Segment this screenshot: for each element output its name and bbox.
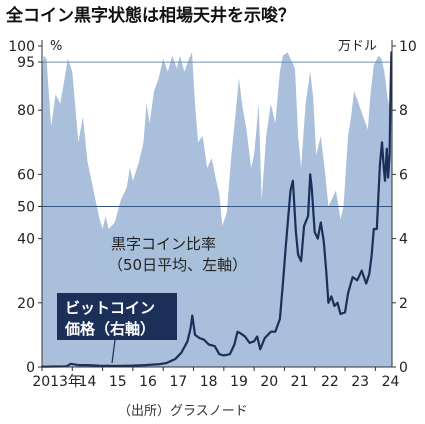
right-axis-unit: 万ドル [338, 39, 377, 54]
x-tick-label-2019: 19 [230, 374, 248, 390]
left-tick-label-20: 20 [17, 296, 35, 312]
x-tick-label-2016: 16 [139, 374, 157, 390]
ratio-series-label-line-2: （50日平均、左軸） [108, 256, 247, 274]
source-note: （出所）グラスノード [118, 404, 248, 419]
reference-lines [42, 61, 392, 207]
left-tick-label-100: 100 [8, 39, 35, 55]
right-tick-label-0: 0 [399, 360, 408, 376]
right-tick-label-10: 10 [399, 39, 417, 55]
x-tick-label-2020: 20 [260, 374, 278, 390]
x-tick-label-2013: 2013年 [32, 374, 82, 390]
right-tick-label-8: 8 [399, 103, 408, 119]
price-series-label: ビットコイン 価格（右軸） [57, 293, 177, 364]
x-tick-label-2021: 21 [291, 374, 309, 390]
left-tick-label-50: 50 [17, 200, 35, 216]
x-tick-label-2017: 17 [169, 374, 187, 390]
ratio-series-label: 黒字コイン比率 （50日平均、左軸） [105, 230, 255, 276]
ratio-area-layer [42, 52, 392, 368]
ratio-series-label-line-1: 黒字コイン比率 [111, 235, 216, 253]
right-tick-label-4: 4 [399, 232, 408, 248]
price-series-label-line-2: 価格（右軸） [64, 320, 155, 338]
right-tick-label-2: 2 [399, 296, 408, 312]
left-tick-label-40: 40 [17, 232, 35, 248]
x-tick-label-2015: 15 [109, 374, 127, 390]
x-tick-label-2022: 22 [321, 374, 339, 390]
price-line [40, 51, 393, 368]
right-tick-label-6: 6 [399, 167, 408, 183]
x-tick-label-2023: 23 [351, 374, 369, 390]
left-tick-label-60: 60 [17, 167, 35, 183]
left-axis-unit: % [50, 39, 62, 54]
left-tick-label-95: 95 [17, 55, 35, 71]
price-line-layer [40, 51, 393, 368]
ratio-area [42, 52, 392, 368]
left-tick-label-80: 80 [17, 103, 35, 119]
x-tick-label-2018: 18 [200, 374, 218, 390]
x-tick-label-2014: 14 [79, 374, 97, 390]
price-series-label-line-1: ビットコイン [65, 299, 155, 317]
left-tick-label-0: 0 [26, 360, 35, 376]
x-tick-label-2024: 24 [382, 374, 400, 390]
chart-title: 全コイン黒字状態は相場天井を示唆？ [5, 5, 295, 26]
